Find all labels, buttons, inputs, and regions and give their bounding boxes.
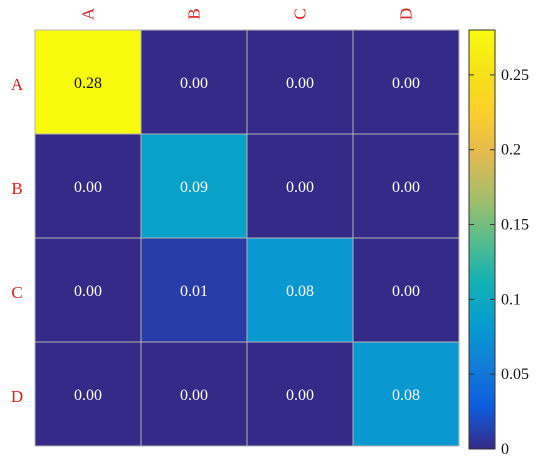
colorbar-tick-label: 0	[501, 441, 509, 458]
cell-value-label: 0.00	[74, 179, 102, 196]
heatmap-cells	[34, 29, 460, 447]
cell-value-label: 0.28	[74, 75, 102, 92]
cell-value-label: 0.00	[286, 75, 314, 92]
heatmap-cell	[140, 237, 248, 343]
row-labels: A B C D	[11, 75, 24, 406]
column-label: C	[291, 8, 310, 19]
cell-value-label: 0.00	[286, 179, 314, 196]
cell-value-label: 0.00	[74, 283, 102, 300]
cell-value-label: 0.00	[392, 283, 420, 300]
heatmap-cell	[34, 341, 142, 447]
row-label: A	[11, 75, 24, 94]
column-label: B	[185, 8, 204, 19]
cell-value-label: 0.00	[392, 179, 420, 196]
column-labels: A B C D	[79, 7, 416, 20]
heatmap-cell	[352, 133, 460, 239]
cell-value-label: 0.09	[180, 179, 208, 196]
heatmap-cell-labels: 0.28 0.00 0.00 0.00 0.00 0.09 0.00 0.00 0.00 0.01…	[74, 75, 420, 404]
row-label: D	[11, 387, 23, 406]
colorbar-tick-label: 0.1	[501, 291, 521, 308]
cell-value-label: 0.01	[180, 283, 208, 300]
colorbar-tick-label: 0.25	[501, 67, 529, 84]
heatmap-cell	[140, 341, 248, 447]
heatmap-cell	[352, 237, 460, 343]
heatmap-cell	[140, 133, 248, 239]
heatmap-cell	[140, 29, 248, 135]
cell-value-label: 0.08	[392, 387, 420, 404]
colorbar-tick-label: 0.05	[501, 366, 529, 383]
cell-value-label: 0.00	[180, 387, 208, 404]
cell-value-label: 0.08	[286, 283, 314, 300]
colorbar: 0 0.05 0.1 0.15 0.2 0.25	[468, 29, 529, 458]
cell-value-label: 0.00	[392, 75, 420, 92]
heatmap-cell	[246, 341, 354, 447]
heatmap-cell	[352, 341, 460, 447]
column-label: A	[79, 7, 98, 20]
cell-value-label: 0.00	[286, 387, 314, 404]
row-label: C	[11, 283, 22, 302]
colorbar-tick-label: 0.2	[501, 142, 521, 159]
heatmap-cell	[34, 29, 142, 135]
heatmap-cell	[34, 133, 142, 239]
cell-value-label: 0.00	[180, 75, 208, 92]
cell-value-label: 0.00	[74, 387, 102, 404]
heatmap-cell	[246, 29, 354, 135]
column-label: D	[397, 8, 416, 20]
heatmap-cell	[352, 29, 460, 135]
colorbar-scale	[468, 29, 496, 450]
row-label: B	[11, 179, 22, 198]
colorbar-tick-label: 0.15	[501, 217, 529, 234]
